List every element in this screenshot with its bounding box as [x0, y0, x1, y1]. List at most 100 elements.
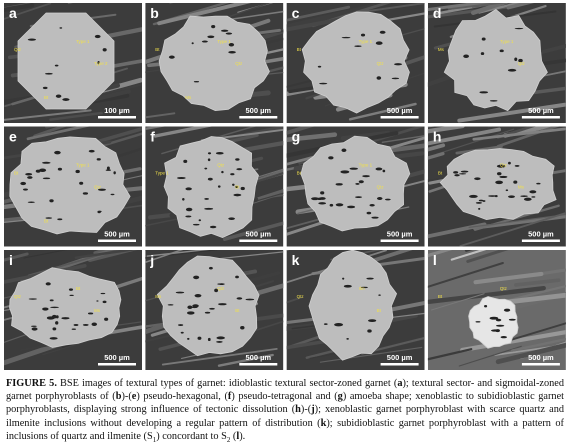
inclusion — [320, 191, 325, 195]
mineral-label: Type 1 — [76, 163, 90, 168]
inclusion — [340, 170, 350, 174]
foliation — [145, 333, 177, 343]
caption: FIGURE 5. BSE images of textural types o… — [6, 377, 564, 443]
inclusion — [367, 319, 377, 323]
inclusion — [317, 65, 322, 68]
inclusion — [204, 167, 208, 170]
panel-letter: j — [149, 252, 154, 268]
foliation — [87, 250, 138, 262]
scale-label: 500 µm — [104, 353, 130, 362]
inclusion — [42, 177, 51, 180]
foliation — [286, 126, 315, 135]
scale-bar — [239, 363, 278, 366]
foliation — [220, 3, 272, 20]
inclusion — [30, 325, 37, 327]
garnet — [9, 136, 131, 235]
panel-letter: b — [150, 5, 159, 21]
foliation — [145, 112, 176, 119]
foliation — [459, 212, 566, 247]
caption-bold: FIGURE 5. — [6, 378, 57, 389]
inclusion — [73, 324, 79, 326]
inclusion — [57, 218, 63, 221]
inclusion — [183, 159, 188, 163]
mineral-label: Ms — [185, 95, 192, 100]
foliation — [94, 126, 142, 144]
panel: Qtz Ilm Bt k 500 µm — [286, 250, 425, 370]
inclusion — [245, 298, 255, 301]
mineral-label: Qtz — [217, 163, 225, 168]
inclusion — [319, 82, 328, 85]
caption-bold: j — [311, 404, 315, 416]
inclusion — [20, 181, 27, 186]
inclusion — [495, 324, 505, 327]
inclusion — [59, 27, 63, 29]
inclusion — [96, 158, 101, 161]
mineral-label: Qtz — [518, 61, 526, 66]
panel-letter: a — [9, 5, 17, 21]
inclusion — [523, 197, 532, 201]
inclusion — [463, 54, 470, 59]
inclusion — [366, 277, 374, 280]
foliation — [217, 353, 274, 367]
inclusion — [216, 340, 223, 343]
panel-image: Qtz Ilm Bt k 500 µm — [286, 250, 425, 370]
foliation — [357, 3, 425, 14]
mineral-label: Bt — [235, 308, 240, 313]
inclusion — [518, 58, 523, 63]
inclusion — [319, 197, 326, 200]
inclusion — [61, 317, 70, 320]
garnet — [156, 255, 260, 357]
foliation — [427, 152, 445, 160]
inclusion — [376, 168, 382, 170]
inclusion — [499, 175, 508, 179]
inclusion — [474, 177, 481, 181]
panel: Bt Qtz l 500 µm — [427, 250, 566, 370]
inclusion — [201, 40, 208, 43]
caption-bold: h — [295, 404, 301, 416]
scale-label: 500 µm — [246, 106, 272, 115]
mineral-label: Qtz — [94, 185, 102, 190]
foliation — [4, 3, 52, 20]
inclusion — [347, 205, 356, 209]
inclusion — [328, 156, 334, 160]
mineral-label: Ilm — [359, 286, 365, 291]
foliation — [145, 250, 218, 259]
inclusion — [495, 180, 503, 185]
foliation — [504, 322, 566, 343]
inclusion — [514, 165, 520, 167]
caption-text: ) concordant to S — [156, 430, 227, 442]
foliation — [369, 250, 413, 263]
foliation — [161, 347, 278, 366]
inclusion — [513, 180, 518, 184]
inclusion — [228, 217, 235, 221]
mineral-label: Bt — [297, 47, 302, 52]
caption-text: ). — [239, 430, 246, 442]
inclusion — [194, 293, 202, 298]
caption-bold: b — [115, 391, 122, 403]
inclusion — [478, 207, 481, 210]
inclusion — [341, 36, 351, 39]
panel: Ms Type 1 Qtz d 500 µm — [427, 3, 566, 123]
foliation — [460, 329, 566, 353]
foliation — [319, 346, 423, 363]
inclusion — [230, 173, 235, 176]
inclusion — [360, 286, 368, 289]
inclusion — [42, 86, 48, 90]
panel-letter: l — [433, 252, 437, 268]
caption-bold: e — [131, 391, 137, 403]
inclusion — [375, 41, 383, 45]
panel-letter: h — [433, 129, 442, 145]
foliation — [513, 291, 566, 310]
caption-text: BSE images of textural types of garnet: … — [56, 378, 398, 389]
scale-label: 500 µm — [528, 230, 554, 239]
inclusion — [204, 207, 214, 210]
foliation — [473, 271, 544, 285]
foliation — [209, 251, 284, 261]
foliation — [286, 17, 342, 32]
inclusion — [178, 324, 184, 327]
mineral-label: Qtz — [14, 294, 22, 299]
inclusion — [508, 318, 516, 321]
mineral-label: Bt — [438, 171, 443, 176]
mineral-label: Bt — [14, 171, 19, 176]
inclusion — [198, 219, 202, 222]
